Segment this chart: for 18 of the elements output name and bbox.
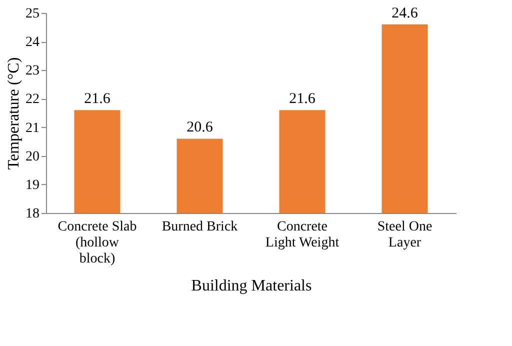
data-label: 20.6 <box>186 120 214 136</box>
data-label: 24.6 <box>392 5 418 22</box>
y-tick-label: 19 <box>26 178 40 193</box>
y-axis-title: Temperature (°C) <box>6 57 22 170</box>
x-tick-label: Burned Brick <box>162 220 238 234</box>
y-tick-label: 22 <box>26 92 40 108</box>
data-label: 21.6 <box>289 91 316 108</box>
x-tick-label: Concrete Slab (hollow block) <box>58 220 137 266</box>
y-tick-label: 24 <box>26 35 40 50</box>
y-tick-label: 25 <box>26 6 40 22</box>
y-tick-label: 18 <box>26 206 40 222</box>
data-label: 21.6 <box>84 91 111 108</box>
x-tick-label: Concrete Light Weight <box>265 220 340 250</box>
x-axis-title: Building Materials <box>191 278 312 294</box>
y-tick-label: 23 <box>26 64 40 79</box>
y-tick-label: 21 <box>26 120 40 136</box>
y-tick-label: 20 <box>26 149 40 164</box>
x-tick-label: Steel One Layer <box>377 220 432 250</box>
